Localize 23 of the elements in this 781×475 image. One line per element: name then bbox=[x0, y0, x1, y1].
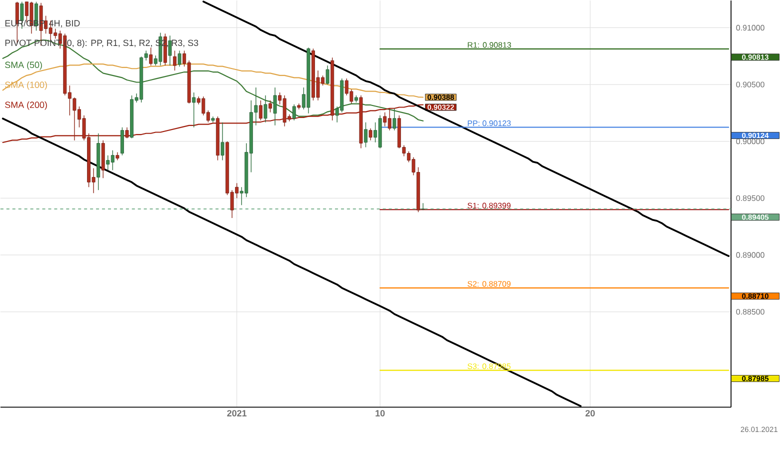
x-tick-label: 2021 bbox=[227, 410, 247, 416]
candlestick bbox=[168, 35, 172, 66]
candlestick bbox=[326, 65, 330, 85]
candlestick bbox=[178, 50, 182, 67]
candlestick bbox=[192, 92, 196, 128]
x-tick-label: 10 bbox=[376, 410, 385, 416]
candlestick bbox=[273, 86, 277, 126]
candlestick bbox=[125, 126, 129, 138]
candlestick bbox=[268, 100, 272, 113]
candlestick bbox=[149, 47, 153, 66]
candlestick bbox=[258, 100, 262, 121]
candlestick bbox=[421, 202, 425, 210]
candlestick bbox=[364, 122, 368, 148]
candlestick bbox=[264, 94, 268, 123]
candlestick bbox=[220, 122, 224, 160]
candlestick bbox=[120, 126, 124, 156]
candlestick bbox=[368, 128, 372, 140]
candlestick bbox=[392, 108, 396, 130]
candlestick bbox=[173, 50, 176, 71]
x-tick-label: 20 bbox=[586, 410, 595, 416]
candlestick bbox=[292, 104, 296, 121]
text: SMA (200) bbox=[5, 101, 47, 110]
series-label: SMA (50) bbox=[5, 61, 42, 70]
